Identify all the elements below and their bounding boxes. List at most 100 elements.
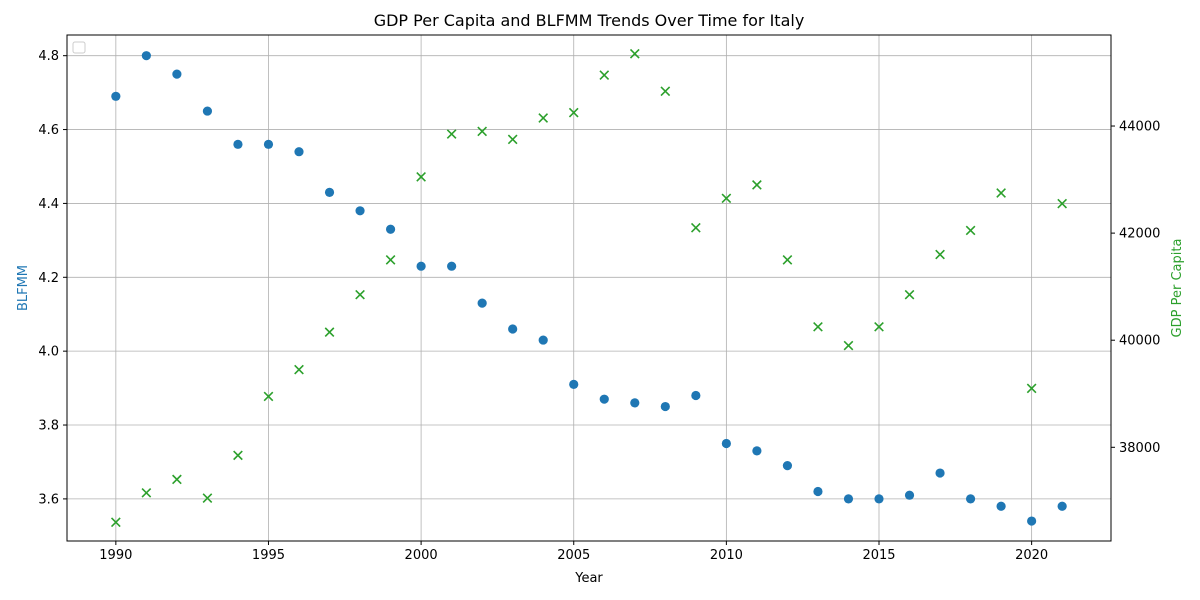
gdp-point-stroke bbox=[660, 86, 671, 97]
gdp-point bbox=[446, 129, 457, 139]
blfmm-point bbox=[172, 69, 182, 79]
blfmm-point bbox=[874, 494, 884, 504]
left-y-tick-label: 3.6 bbox=[38, 492, 59, 507]
gdp-point-stroke bbox=[629, 48, 640, 59]
blfmm-point bbox=[141, 51, 151, 61]
gdp-point bbox=[752, 180, 762, 190]
gdp-point bbox=[965, 225, 976, 236]
left-y-tick-label: 4.6 bbox=[38, 123, 59, 138]
right-y-tick-label: 38000 bbox=[1119, 441, 1160, 456]
gdp-point bbox=[324, 327, 335, 338]
blfmm-point bbox=[904, 490, 915, 500]
blfmm-point bbox=[569, 379, 579, 389]
blfmm-point bbox=[538, 335, 548, 345]
blfmm-point bbox=[294, 147, 304, 157]
gdp-point-stroke bbox=[507, 134, 518, 145]
gdp-point bbox=[385, 255, 396, 265]
blfmm-point bbox=[1027, 516, 1037, 526]
gdp-point-stroke bbox=[446, 129, 457, 139]
gdp-point-stroke bbox=[1026, 383, 1037, 394]
gdp-point-stroke bbox=[538, 113, 549, 123]
blfmm-point bbox=[447, 261, 457, 271]
gdp-point-stroke bbox=[813, 321, 823, 332]
gdp-point-stroke bbox=[874, 321, 884, 332]
blfmm-point bbox=[843, 494, 854, 504]
gdp-point bbox=[172, 474, 182, 485]
blfmm-point bbox=[630, 398, 640, 408]
blfmm-point bbox=[477, 298, 487, 308]
gdp-point bbox=[294, 364, 304, 375]
x-axis-label: Year bbox=[574, 571, 603, 586]
gdp-point-stroke bbox=[690, 222, 701, 233]
plot-marks bbox=[110, 48, 1068, 528]
left-y-tick-label: 4.0 bbox=[38, 345, 59, 360]
blfmm-point bbox=[202, 106, 213, 116]
x-tick-label: 2015 bbox=[862, 548, 895, 563]
left-y-tick-label: 3.8 bbox=[38, 419, 59, 434]
gdp-point-stroke bbox=[202, 493, 213, 504]
x-tick-label: 1995 bbox=[252, 548, 285, 563]
gdp-point-stroke bbox=[172, 474, 182, 485]
gdp-point bbox=[782, 255, 793, 265]
gdp-point-stroke bbox=[721, 193, 732, 204]
gdp-point-stroke bbox=[294, 364, 304, 375]
gdp-point-stroke bbox=[1057, 198, 1068, 209]
gdp-point bbox=[660, 86, 671, 97]
blfmm-point bbox=[599, 394, 609, 404]
x-tick-label: 2020 bbox=[1015, 548, 1048, 563]
gdp-point-stroke bbox=[141, 487, 152, 498]
gdp-point bbox=[721, 193, 732, 204]
gdp-point bbox=[141, 487, 152, 498]
x-tick-label: 1990 bbox=[99, 548, 132, 563]
gdp-point bbox=[355, 289, 365, 300]
gdp-point bbox=[477, 126, 488, 137]
gdp-point bbox=[507, 134, 518, 145]
left-y-tick-label: 4.4 bbox=[38, 197, 59, 212]
blfmm-point bbox=[233, 139, 243, 149]
gdp-point bbox=[233, 450, 243, 461]
blfmm-point bbox=[263, 139, 274, 149]
gdp-point-stroke bbox=[996, 188, 1006, 198]
gdp-point-stroke bbox=[355, 289, 365, 300]
gdp-point bbox=[904, 289, 915, 300]
plot-frame bbox=[66, 34, 1112, 542]
gridlines bbox=[67, 35, 1111, 541]
right-y-tick-label: 42000 bbox=[1119, 227, 1160, 242]
blfmm-point bbox=[782, 461, 793, 471]
right-y-tick-label: 40000 bbox=[1119, 334, 1160, 349]
gdp-point bbox=[629, 48, 640, 59]
gdp-point bbox=[538, 113, 549, 123]
gdp-point-stroke bbox=[965, 225, 976, 236]
gdp-point bbox=[996, 188, 1006, 198]
gdp-point-stroke bbox=[385, 255, 396, 265]
blfmm-point bbox=[324, 187, 335, 197]
gdp-point-stroke bbox=[904, 289, 915, 300]
right-y-axis-label: GDP Per Capita bbox=[1170, 239, 1185, 338]
axis-ticks: 1990 1995 2000 2005 2010 2015 2020 3.6 3.8 4.0 4.2… bbox=[38, 49, 1160, 563]
right-y-tick-label: 44000 bbox=[1119, 120, 1160, 135]
gdp-point bbox=[110, 517, 121, 528]
blfmm-point bbox=[996, 501, 1006, 511]
gdp-point bbox=[1026, 383, 1037, 394]
gdp-point bbox=[599, 70, 610, 81]
gdp-point bbox=[874, 321, 884, 332]
blfmm-point bbox=[508, 324, 518, 334]
gdp-point-stroke bbox=[782, 255, 793, 265]
left-y-axis-label: BLFMM bbox=[16, 265, 31, 311]
chart-title: GDP Per Capita and BLFMM Trends Over Tim… bbox=[374, 11, 805, 30]
gdp-point bbox=[935, 249, 945, 260]
gdp-point-stroke bbox=[110, 517, 121, 528]
blfmm-point bbox=[752, 446, 762, 456]
blfmm-point bbox=[691, 390, 701, 401]
blfmm-point bbox=[813, 486, 823, 497]
gdp-point bbox=[416, 172, 426, 182]
blfmm-point bbox=[965, 494, 976, 504]
blfmm-point bbox=[416, 261, 426, 271]
gdp-point-stroke bbox=[477, 126, 488, 137]
blfmm-point bbox=[1057, 501, 1067, 511]
gdp-point-stroke bbox=[843, 340, 854, 351]
gdp-point bbox=[813, 321, 823, 332]
gdp-point bbox=[263, 391, 274, 402]
blfmm-point bbox=[935, 468, 945, 478]
